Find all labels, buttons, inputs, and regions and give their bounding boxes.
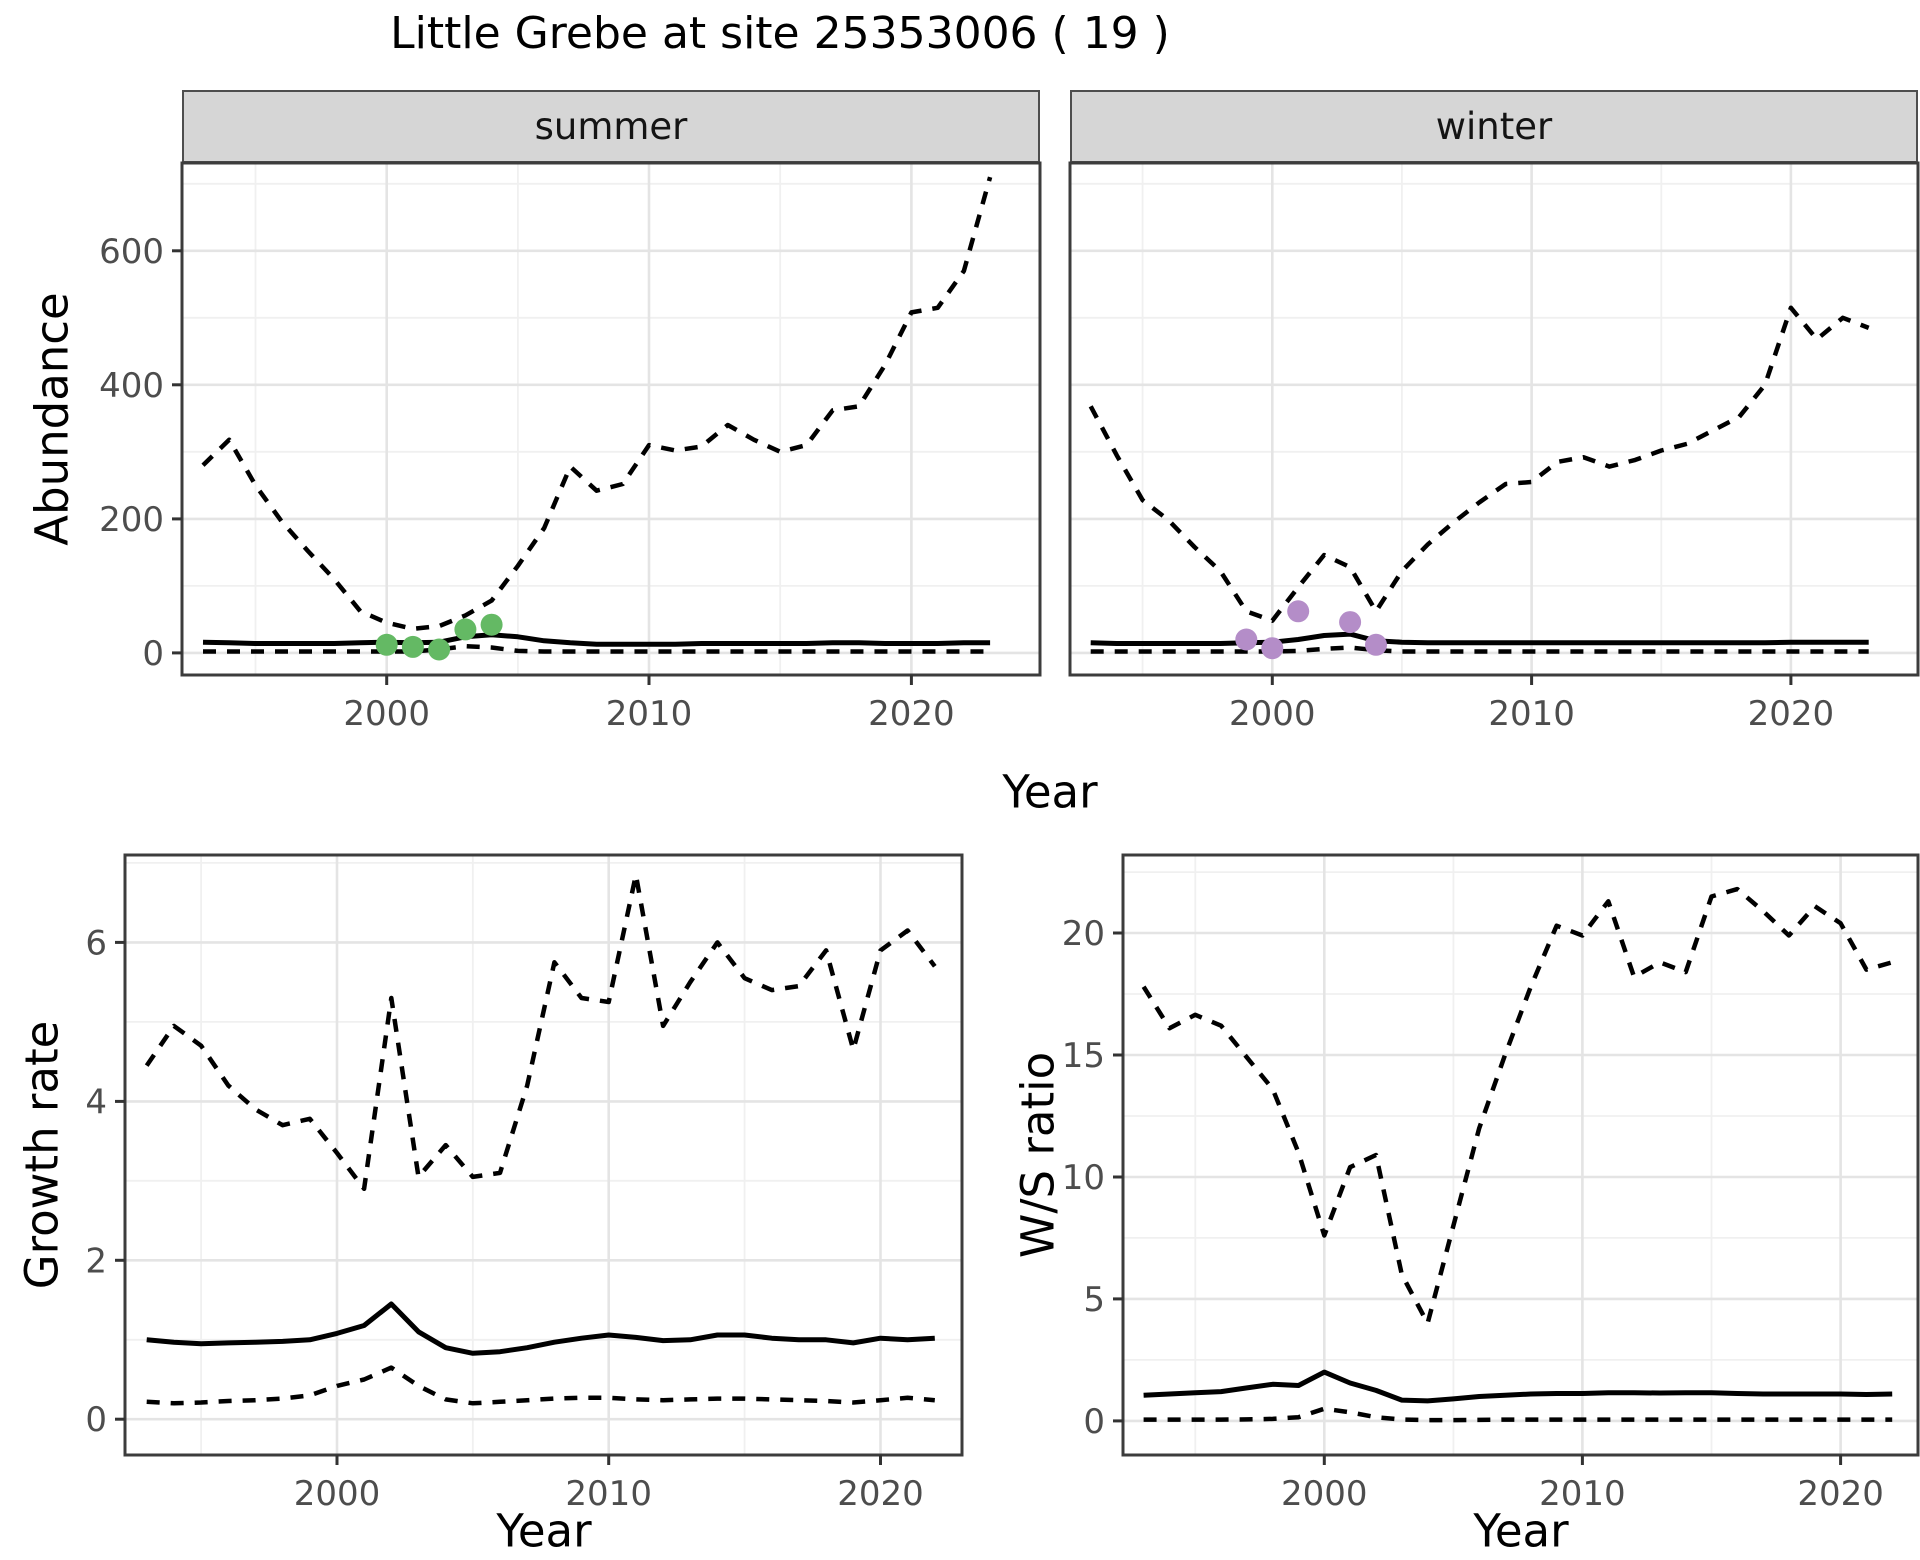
x-axis-tick-label: 2000 xyxy=(294,1474,381,1514)
y-axis-tick-label: 400 xyxy=(99,366,164,406)
y-axis-tick-label: 0 xyxy=(142,634,164,674)
x-axis-label-year-top: Year xyxy=(1002,765,1098,819)
abundance-summer-observed-point xyxy=(428,638,451,661)
y-axis-tick-label: 0 xyxy=(1083,1402,1105,1442)
facet-strip-summer: summer xyxy=(182,90,1040,163)
figure-title: Little Grebe at site 25353006 ( 19 ) xyxy=(390,8,1170,59)
x-axis-label-year-growth: Year xyxy=(496,1504,592,1558)
abundance-winter-mean-line xyxy=(1090,631,1869,646)
abundance-summer-upper-95ci-line xyxy=(201,176,993,632)
x-axis-tick-label: 2020 xyxy=(837,1474,924,1514)
abundance-winter-observed-point xyxy=(1235,628,1258,651)
y-axis-tick-label: 5 xyxy=(1083,1280,1105,1320)
y-axis-tick-label: 6 xyxy=(85,923,107,963)
x-axis-tick-label: 2000 xyxy=(1229,694,1316,734)
growth-rate-mean-line xyxy=(146,1301,935,1356)
ws-ratio-mean-line xyxy=(1143,1369,1893,1404)
x-axis-tick-label: 2010 xyxy=(565,1474,652,1514)
x-axis-tick-label: 2000 xyxy=(1281,1474,1368,1514)
abundance-summer-observed-point xyxy=(480,613,503,636)
y-axis-label-abundance: Abundance xyxy=(25,292,79,546)
abundance-winter-observed-point xyxy=(1365,633,1387,656)
abundance-winter-observed-point xyxy=(1261,637,1284,660)
y-axis-tick-label: 200 xyxy=(99,500,164,540)
panel-border xyxy=(1068,161,1920,677)
abundance-winter-observed-point xyxy=(1287,600,1310,623)
abundance-summer-observed-point xyxy=(454,618,477,641)
growth-rate-upper-95ci-line xyxy=(144,872,937,1192)
y-axis-tick-label: 10 xyxy=(1062,1158,1105,1198)
facet-strip-winter: winter xyxy=(1070,90,1918,163)
panel-border xyxy=(180,161,1042,677)
abundance-summer-observed-point xyxy=(401,635,424,658)
y-axis-tick-label: 600 xyxy=(99,232,164,272)
y-axis-tick-label: 2 xyxy=(85,1241,107,1281)
growth-rate-lower-95ci-line xyxy=(146,1365,935,1406)
x-axis-tick-label: 2020 xyxy=(1748,694,1835,734)
x-axis-tick-label: 2010 xyxy=(606,694,693,734)
x-axis-tick-label: 2010 xyxy=(1488,694,1575,734)
abundance-winter-observed-point xyxy=(1339,611,1362,634)
abundance-winter-upper-95ci-line xyxy=(1088,305,1870,623)
panel-border xyxy=(1121,853,1920,1457)
y-axis-label-growth-rate: Growth rate xyxy=(15,1020,69,1290)
abundance-summer-lower-95ci-line xyxy=(203,643,991,654)
panel-background xyxy=(1123,855,1918,1455)
x-axis-tick-label: 2000 xyxy=(343,694,430,734)
y-axis-tick-label: 4 xyxy=(85,1082,107,1122)
ws-ratio-upper-95ci-line xyxy=(1141,886,1893,1326)
panel-background xyxy=(1070,163,1918,675)
abundance-summer-mean-line xyxy=(202,632,991,647)
y-axis-tick-label: 15 xyxy=(1062,1036,1105,1076)
facet-strip-summer-label: summer xyxy=(534,105,688,148)
abundance-winter-lower-95ci-line xyxy=(1090,645,1869,654)
y-axis-tick-label: 0 xyxy=(85,1400,107,1440)
ws-ratio-lower-95ci-line xyxy=(1143,1406,1893,1423)
abundance-summer-observed-point xyxy=(375,633,398,656)
x-axis-tick-label: 2010 xyxy=(1539,1474,1626,1514)
panel-border xyxy=(123,853,964,1457)
x-axis-tick-label: 2020 xyxy=(1797,1474,1884,1514)
y-axis-tick-label: 20 xyxy=(1062,914,1105,954)
panel-background xyxy=(125,855,962,1455)
x-axis-label-year-ws: Year xyxy=(1473,1504,1569,1558)
facet-strip-winter-label: winter xyxy=(1435,105,1553,148)
x-axis-tick-label: 2020 xyxy=(868,694,955,734)
y-axis-label-ws-ratio: W/S ratio xyxy=(1011,1051,1065,1259)
panel-background xyxy=(182,163,1040,675)
